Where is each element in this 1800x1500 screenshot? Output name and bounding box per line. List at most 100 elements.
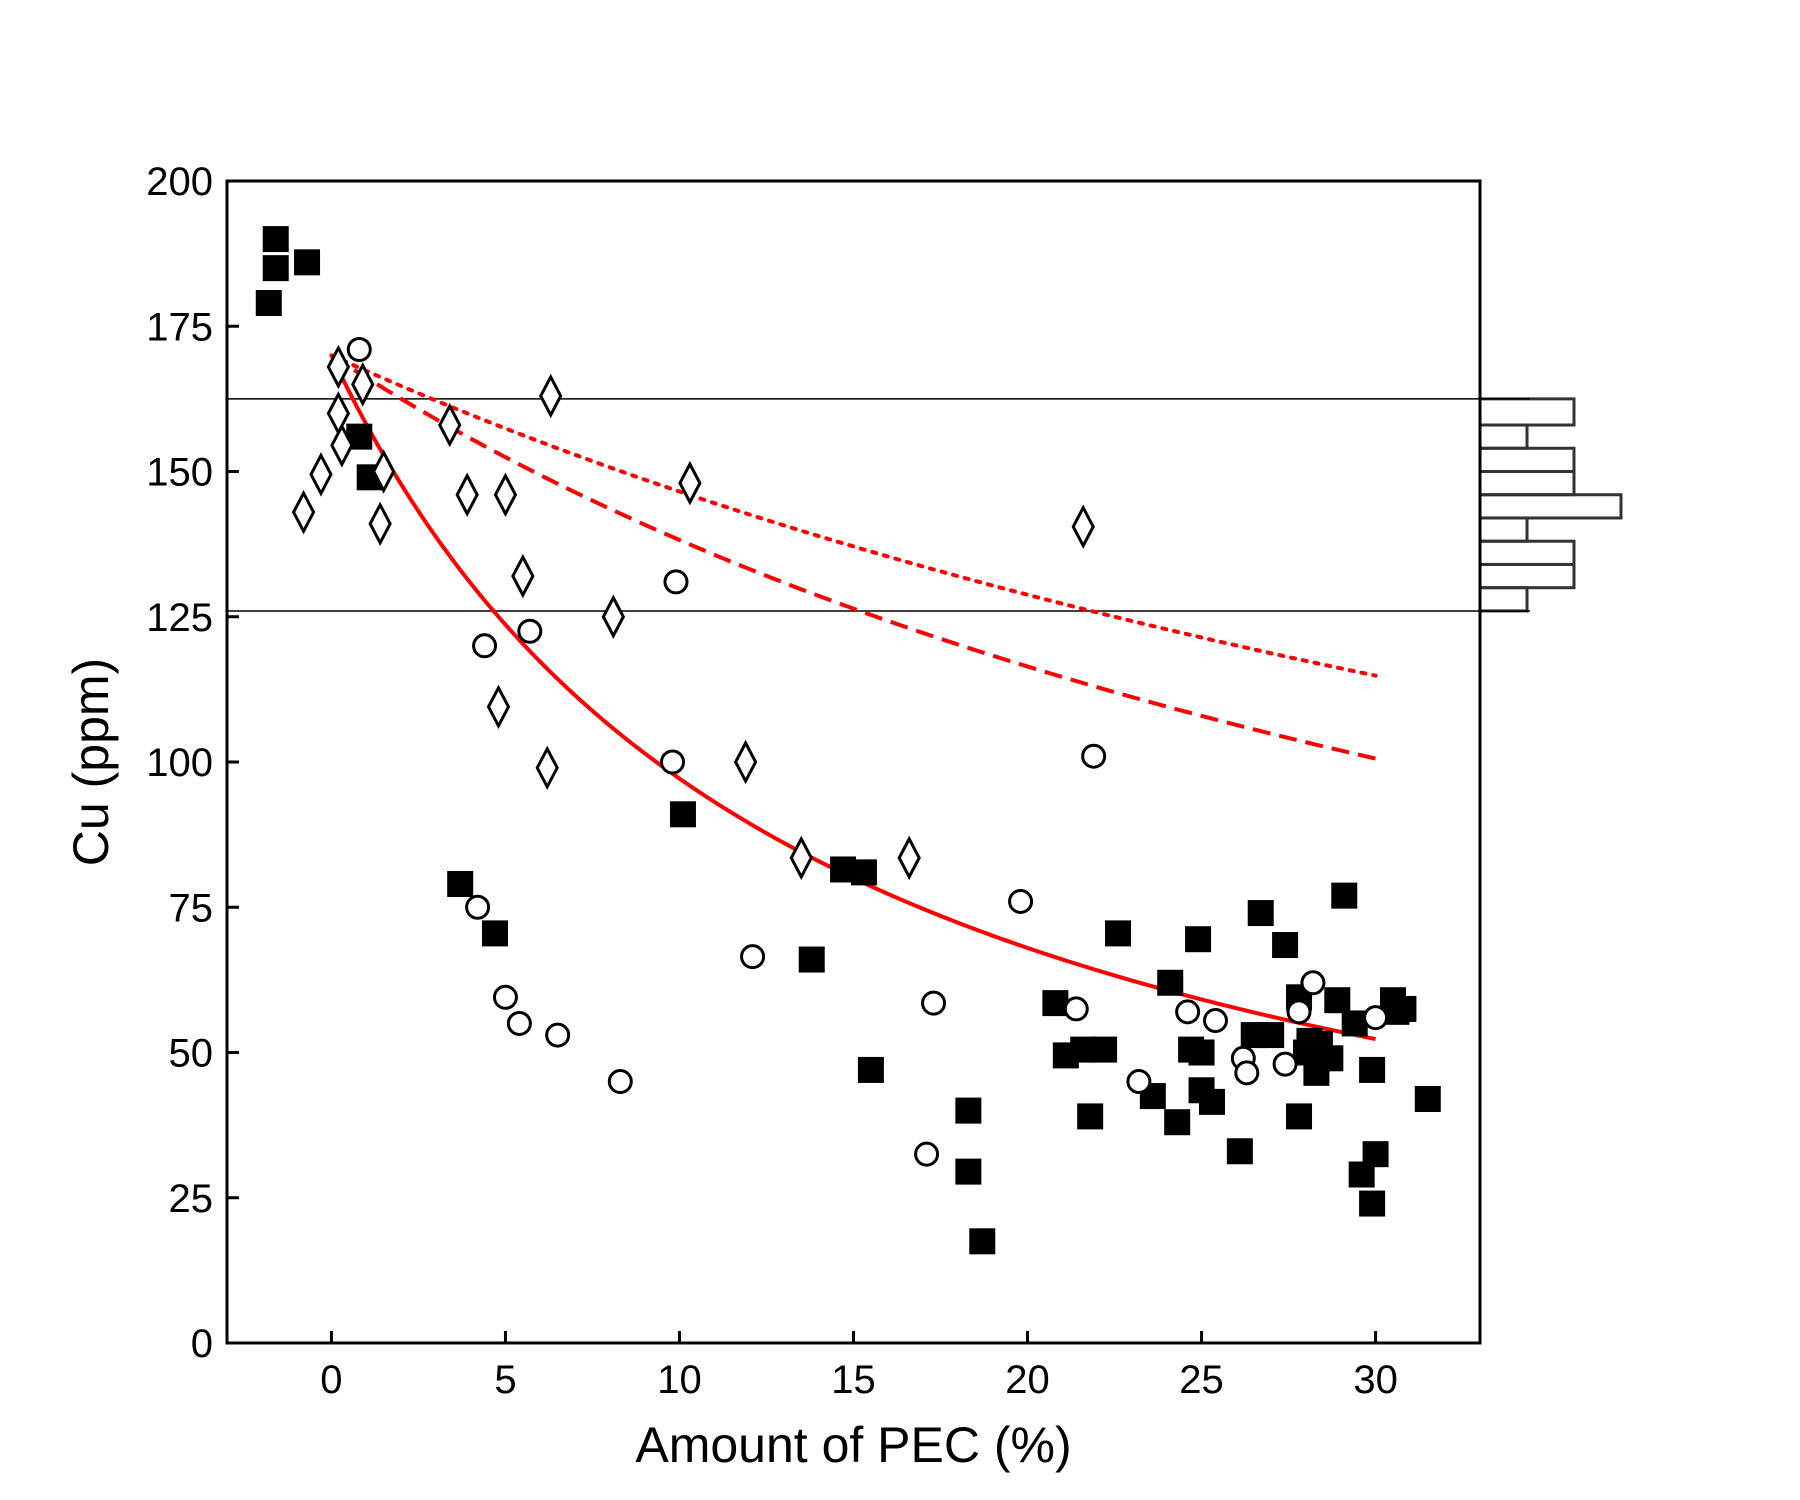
square-point — [1286, 1103, 1313, 1130]
x-tick-label: 25 — [1179, 1358, 1224, 1402]
square-point — [850, 859, 877, 886]
y-tick-label: 100 — [146, 741, 213, 785]
circle-point — [1175, 999, 1201, 1025]
square-point — [262, 255, 289, 282]
y-tick-label: 25 — [169, 1177, 214, 1221]
diamond-point — [511, 553, 535, 599]
diamond-point — [1071, 504, 1095, 549]
square-point — [1317, 1045, 1344, 1072]
square-point — [1390, 995, 1417, 1022]
circle-point — [914, 1141, 940, 1167]
square-point — [1198, 1088, 1225, 1115]
square-point — [1042, 990, 1069, 1017]
square-point — [1226, 1138, 1253, 1165]
circle-point — [1300, 970, 1326, 996]
square-point — [1164, 1109, 1191, 1136]
circle-point — [1008, 888, 1034, 914]
circle-point — [545, 1022, 571, 1048]
square-point — [1272, 932, 1299, 959]
circle-point — [517, 618, 543, 644]
diamond-point — [371, 449, 396, 494]
y-tick-label: 0 — [191, 1322, 213, 1366]
square-point — [262, 226, 289, 253]
circle-point — [506, 1010, 532, 1036]
model-curve-dotted — [329, 353, 1378, 678]
square-point — [1247, 900, 1274, 927]
circle-point — [1063, 996, 1089, 1022]
square-point — [669, 801, 696, 828]
circle-point — [740, 944, 766, 970]
circle-point — [921, 990, 947, 1016]
circle-point — [1202, 1008, 1228, 1034]
square-point — [1077, 1103, 1104, 1130]
diamond-point — [368, 501, 392, 547]
circle-point — [1363, 1005, 1389, 1031]
diamond-point — [309, 452, 333, 497]
square-point — [1157, 969, 1184, 996]
circle-point — [1286, 999, 1312, 1025]
x-tick-label: 15 — [831, 1358, 876, 1402]
square-point — [447, 871, 474, 898]
x-tick-label: 30 — [1353, 1358, 1398, 1402]
y-tick-label: 175 — [146, 305, 213, 349]
circle-point — [660, 749, 686, 775]
x-tick-label: 0 — [320, 1358, 342, 1402]
square-point — [1359, 1056, 1386, 1083]
square-point — [798, 946, 825, 973]
circle-point — [346, 336, 372, 362]
y-tick-label: 50 — [169, 1032, 214, 1076]
square-point — [255, 290, 282, 317]
square-point — [969, 1228, 996, 1255]
square-point — [482, 920, 509, 947]
diamond-point — [291, 489, 316, 535]
data-points — [255, 226, 1441, 1255]
diamond-point — [733, 739, 758, 785]
y-tick-label: 200 — [146, 160, 213, 204]
diamond-point — [897, 835, 921, 881]
circle-point — [1234, 1060, 1260, 1086]
diamond-point — [601, 594, 626, 639]
axis-ticks: 0 5 10 15 20 25 30 0 25 50 75 100 125 150 175 200 — [146, 160, 1398, 1402]
x-tick-label: 5 — [494, 1358, 516, 1402]
square-point — [1105, 920, 1132, 947]
diamond-point — [326, 344, 351, 390]
diamond-point — [535, 745, 559, 791]
circle-point — [1272, 1051, 1298, 1077]
square-point — [1185, 926, 1212, 953]
square-point — [857, 1056, 884, 1083]
square-point — [1324, 987, 1351, 1014]
square-point — [1362, 1141, 1389, 1168]
diamond-point — [678, 460, 702, 506]
circle-point — [607, 1069, 633, 1095]
reference-lines — [227, 398, 1530, 612]
y-axis-label: Cu (ppm) — [63, 658, 119, 866]
diamond-point — [330, 423, 354, 468]
circle-point — [465, 894, 491, 920]
circle-point — [663, 569, 689, 595]
square-point — [955, 1097, 982, 1124]
square-point — [1341, 1010, 1368, 1037]
x-tick-label: 10 — [657, 1358, 702, 1402]
diamond-point — [351, 362, 375, 407]
diamond-point — [789, 835, 813, 881]
square-point — [1331, 882, 1358, 909]
square-point — [1359, 1190, 1386, 1217]
diamond-point — [438, 402, 462, 448]
diamond-point — [455, 472, 479, 517]
circle-point — [492, 984, 518, 1010]
model-curve-dashed — [330, 353, 1377, 761]
diamond-point — [538, 373, 563, 419]
diamond-point — [486, 684, 511, 730]
y-tick-label: 150 — [146, 451, 213, 495]
square-point — [1414, 1085, 1441, 1112]
circle-point — [472, 633, 498, 659]
circle-point — [1081, 743, 1107, 769]
y-tick-label: 75 — [169, 886, 214, 930]
x-tick-label: 20 — [1005, 1358, 1050, 1402]
square-point — [1188, 1039, 1215, 1066]
diamond-point — [493, 472, 518, 517]
square-point — [1091, 1036, 1118, 1063]
square-point — [294, 249, 321, 276]
